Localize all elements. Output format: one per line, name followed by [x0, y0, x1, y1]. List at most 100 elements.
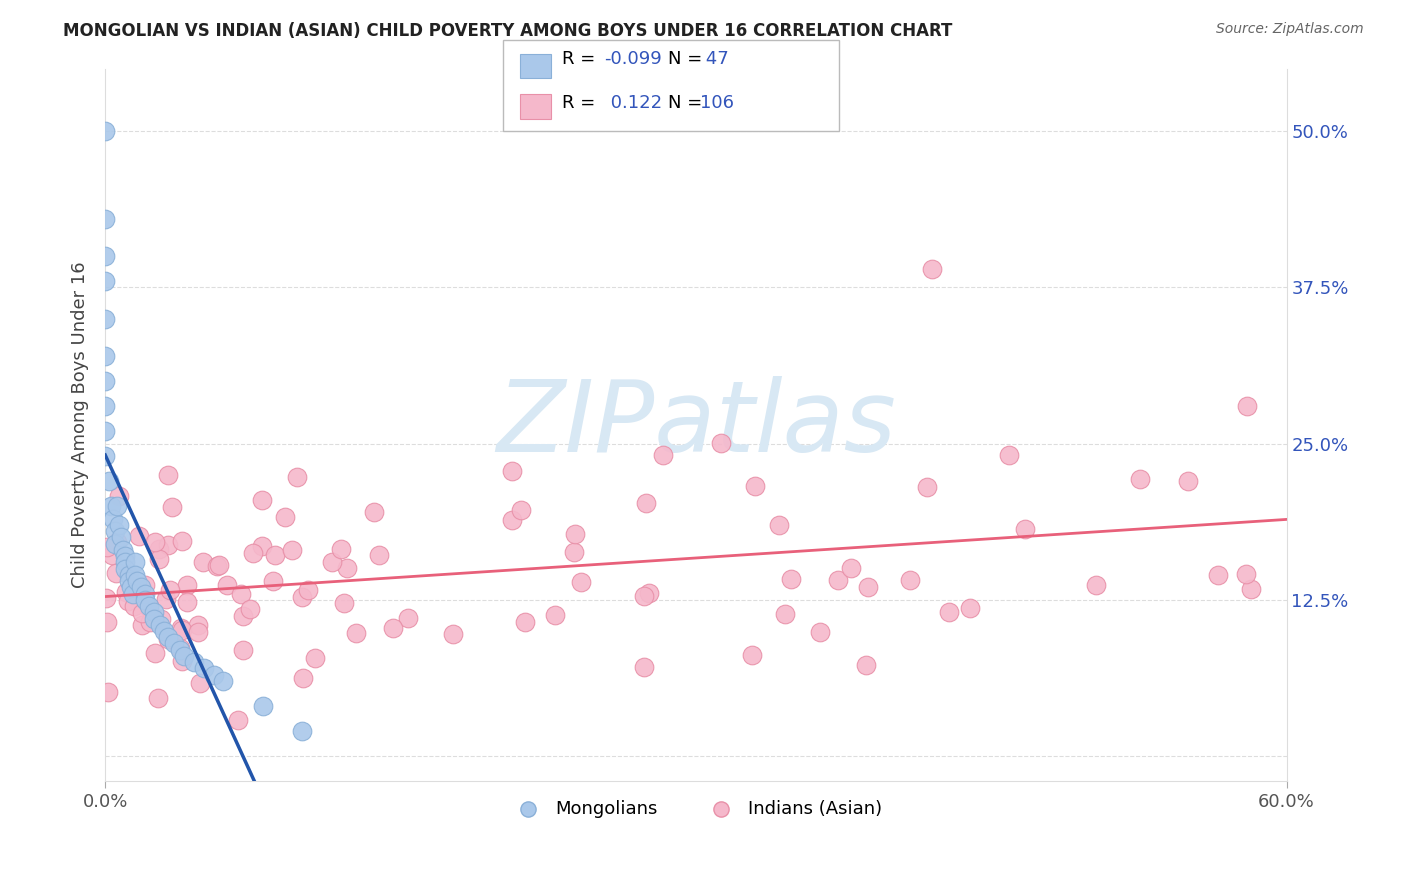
Point: [129, 580, 152, 594]
Point: [187, 617, 209, 632]
Point: [104, 524, 127, 538]
Point: [215, 578, 238, 592]
Text: R =: R =: [562, 50, 602, 68]
Point: [172, 533, 194, 548]
Text: ZIPatlas: ZIPatlas: [496, 376, 896, 474]
Point: [94, 349, 117, 363]
Text: -0.099: -0.099: [605, 50, 662, 68]
Point: [101, 511, 124, 525]
Point: [176, 578, 198, 592]
Point: [1177, 474, 1199, 488]
Point: [111, 542, 134, 557]
Point: [633, 589, 655, 603]
Point: [143, 611, 166, 625]
Point: [564, 527, 586, 541]
Point: [118, 567, 141, 582]
Point: [157, 630, 180, 644]
Point: [114, 561, 136, 575]
Point: [1236, 399, 1258, 413]
Point: [149, 612, 172, 626]
Point: [118, 574, 141, 588]
Point: [205, 559, 228, 574]
Point: [228, 713, 250, 727]
Text: R =: R =: [562, 94, 602, 112]
Point: [172, 655, 194, 669]
Point: [160, 500, 183, 515]
Point: [543, 608, 565, 623]
Point: [121, 586, 143, 600]
Point: [959, 601, 981, 615]
Point: [291, 590, 314, 604]
Point: [274, 510, 297, 524]
Point: [381, 621, 404, 635]
Point: [297, 583, 319, 598]
Point: [827, 573, 849, 587]
Point: [128, 529, 150, 543]
Point: [156, 467, 179, 482]
Point: [138, 599, 160, 613]
Point: [176, 595, 198, 609]
Point: [250, 492, 273, 507]
Point: [207, 558, 229, 573]
Point: [94, 591, 117, 605]
Point: [510, 503, 533, 517]
Text: MONGOLIAN VS INDIAN (ASIAN) CHILD POVERTY AMONG BOYS UNDER 16 CORRELATION CHART: MONGOLIAN VS INDIAN (ASIAN) CHILD POVERT…: [63, 22, 953, 40]
Point: [125, 574, 148, 588]
Point: [122, 599, 145, 614]
Point: [105, 566, 128, 581]
Point: [281, 542, 304, 557]
Point: [107, 490, 129, 504]
Point: [291, 724, 314, 739]
Point: [98, 474, 121, 488]
Point: [94, 374, 117, 388]
Point: [212, 673, 235, 688]
Point: [94, 424, 117, 438]
Point: [170, 623, 193, 637]
Point: [134, 578, 156, 592]
Point: [156, 538, 179, 552]
Point: [741, 648, 763, 662]
Point: [94, 449, 117, 463]
Point: [501, 464, 523, 478]
Point: [321, 556, 343, 570]
Point: [898, 573, 921, 587]
Point: [856, 581, 879, 595]
Point: [396, 610, 419, 624]
Point: [94, 399, 117, 413]
Point: [1084, 578, 1107, 592]
Point: [114, 549, 136, 563]
Point: [997, 448, 1019, 462]
Point: [115, 585, 138, 599]
Point: [110, 530, 132, 544]
Y-axis label: Child Poverty Among Boys Under 16: Child Poverty Among Boys Under 16: [72, 261, 89, 588]
Point: [149, 617, 172, 632]
Legend: Mongolians, Indians (Asian): Mongolians, Indians (Asian): [503, 793, 889, 825]
Point: [1129, 472, 1152, 486]
Point: [562, 545, 585, 559]
Point: [368, 548, 391, 562]
Point: [1206, 567, 1229, 582]
Point: [163, 636, 186, 650]
Point: [262, 574, 284, 588]
Point: [183, 655, 205, 669]
Text: 0.122: 0.122: [605, 94, 662, 112]
Point: [148, 542, 170, 557]
Point: [1014, 522, 1036, 536]
Point: [124, 555, 146, 569]
Point: [336, 560, 359, 574]
Point: [250, 539, 273, 553]
Point: [242, 546, 264, 560]
Point: [157, 632, 180, 646]
Point: [94, 274, 117, 288]
Point: [779, 572, 801, 586]
Point: [117, 567, 139, 582]
Point: [1240, 582, 1263, 596]
Point: [170, 621, 193, 635]
Text: 106: 106: [700, 94, 734, 112]
Point: [94, 211, 117, 226]
Point: [108, 517, 131, 532]
Point: [330, 542, 353, 557]
Point: [187, 624, 209, 639]
Point: [104, 536, 127, 550]
Point: [637, 586, 659, 600]
